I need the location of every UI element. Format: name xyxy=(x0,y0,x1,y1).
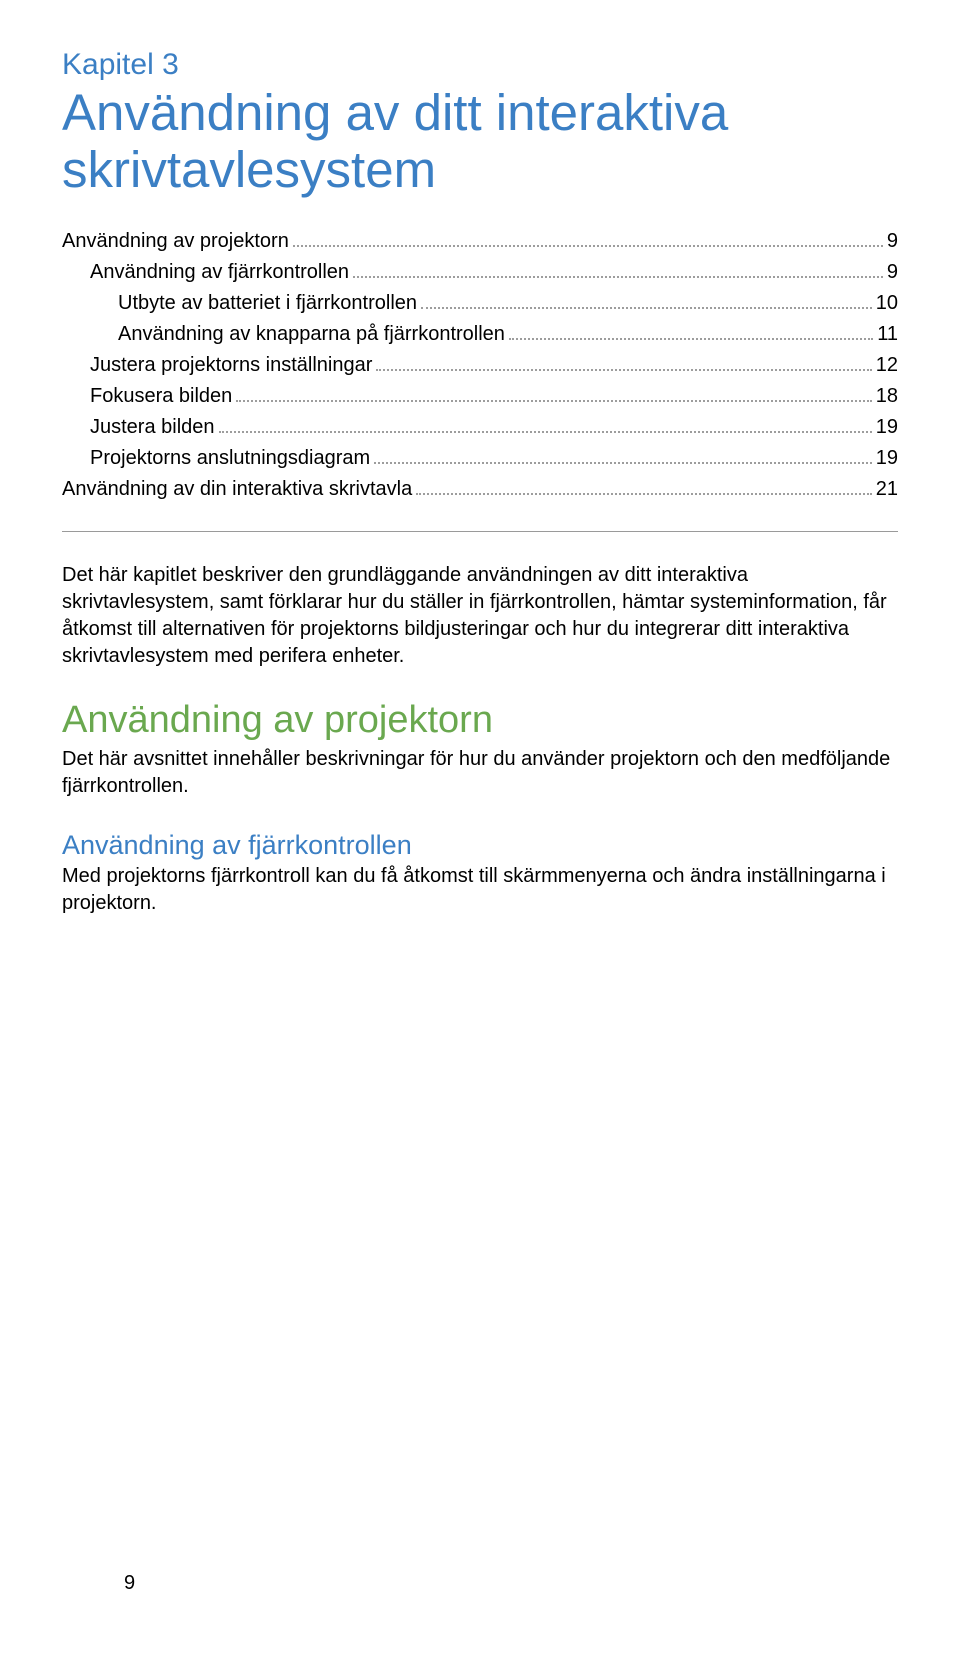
toc-page: 9 xyxy=(887,257,898,288)
toc-leader xyxy=(421,291,872,309)
section-heading-projector: Användning av projektorn xyxy=(62,699,898,742)
toc-label: Justera projektorns inställningar xyxy=(90,350,372,381)
toc-label: Användning av knapparna på fjärrkontroll… xyxy=(118,319,505,350)
toc-row[interactable]: Användning av projektorn 9 xyxy=(62,226,898,257)
table-of-contents: Användning av projektorn 9 Användning av… xyxy=(62,226,898,505)
chapter-label: Kapitel 3 xyxy=(62,48,898,82)
toc-row[interactable]: Justera bilden 19 xyxy=(62,412,898,443)
toc-row[interactable]: Användning av fjärrkontrollen 9 xyxy=(62,257,898,288)
toc-leader xyxy=(236,384,871,402)
toc-row[interactable]: Justera projektorns inställningar 12 xyxy=(62,350,898,381)
subsection-text-remote: Med projektorns fjärrkontroll kan du få … xyxy=(62,863,898,917)
intro-paragraph: Det här kapitlet beskriver den grundlägg… xyxy=(62,562,898,669)
toc-leader xyxy=(219,415,872,433)
toc-row[interactable]: Projektorns anslutningsdiagram 19 xyxy=(62,443,898,474)
toc-label: Användning av din interaktiva skrivtavla xyxy=(62,474,412,505)
toc-label: Projektorns anslutningsdiagram xyxy=(90,443,370,474)
toc-leader xyxy=(376,353,871,371)
toc-label: Användning av fjärrkontrollen xyxy=(90,257,349,288)
toc-label: Användning av projektorn xyxy=(62,226,289,257)
toc-page: 9 xyxy=(887,226,898,257)
section-divider xyxy=(62,531,898,532)
toc-page: 19 xyxy=(876,443,898,474)
toc-page: 21 xyxy=(876,474,898,505)
toc-label: Fokusera bilden xyxy=(90,381,232,412)
toc-leader xyxy=(293,229,883,247)
toc-page: 18 xyxy=(876,381,898,412)
toc-leader xyxy=(374,446,872,464)
toc-row[interactable]: Utbyte av batteriet i fjärrkontrollen 10 xyxy=(62,288,898,319)
toc-leader xyxy=(353,260,883,278)
toc-leader xyxy=(416,477,872,495)
toc-label: Justera bilden xyxy=(90,412,215,443)
subsection-heading-remote: Användning av fjärrkontrollen xyxy=(62,830,898,861)
toc-page: 10 xyxy=(876,288,898,319)
toc-label: Utbyte av batteriet i fjärrkontrollen xyxy=(118,288,417,319)
toc-page: 12 xyxy=(876,350,898,381)
page-number: 9 xyxy=(124,1572,135,1595)
chapter-title: Användning av ditt interaktiva skrivtavl… xyxy=(62,84,898,198)
toc-leader xyxy=(509,322,873,340)
toc-row[interactable]: Användning av knapparna på fjärrkontroll… xyxy=(62,319,898,350)
toc-row[interactable]: Användning av din interaktiva skrivtavla… xyxy=(62,474,898,505)
section-text-projector: Det här avsnittet innehåller beskrivning… xyxy=(62,746,898,800)
toc-page: 11 xyxy=(877,319,898,350)
toc-row[interactable]: Fokusera bilden 18 xyxy=(62,381,898,412)
toc-page: 19 xyxy=(876,412,898,443)
